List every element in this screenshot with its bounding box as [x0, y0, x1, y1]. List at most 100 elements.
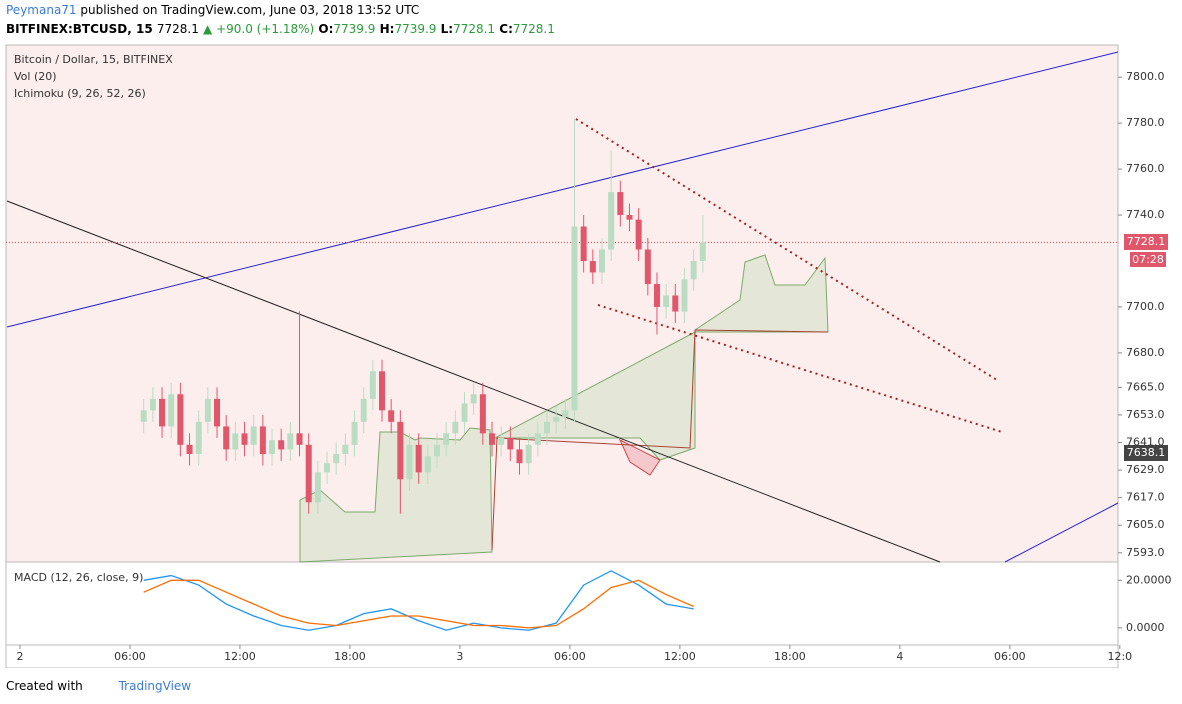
candle-body — [278, 440, 285, 450]
candle-body — [653, 283, 660, 307]
y-tick-label: 7605.0 — [1126, 518, 1165, 531]
time-axis — [5, 644, 1119, 668]
candle-body — [259, 426, 266, 455]
candle-body — [699, 242, 706, 261]
candle-body — [681, 279, 688, 312]
author[interactable]: Peymana71 — [6, 3, 77, 17]
candle-body — [406, 444, 413, 480]
candle-body — [241, 433, 248, 445]
trend-line — [6, 200, 941, 563]
candle-body — [333, 454, 340, 464]
c: 7728.1 — [512, 22, 555, 36]
l-label: L: — [440, 22, 454, 36]
candle-body — [342, 444, 349, 455]
y-tick-label: 7665.0 — [1126, 380, 1165, 393]
l: 7728.1 — [453, 22, 496, 36]
candle-body — [159, 398, 166, 427]
candle-body — [507, 437, 514, 450]
change: ▲ +90.0 (+1.18%) — [203, 22, 315, 36]
published: published on TradingView.com, June 03, 2… — [80, 3, 420, 17]
candle-body — [598, 249, 605, 273]
publish-line: Peymana71 published on TradingView.com, … — [6, 3, 419, 17]
symbol: BITFINEX:BTCUSD, 15 — [6, 22, 153, 36]
candle-body — [388, 410, 395, 422]
candle-body — [305, 444, 312, 503]
kijun-line — [491, 329, 829, 551]
candle-body — [562, 410, 569, 418]
ichimoku-cloud-bear — [618, 438, 661, 476]
candle-body — [186, 444, 193, 455]
h-label: H: — [379, 22, 395, 36]
ichimoku-cloud — [299, 427, 493, 563]
x-tick-label: 18:00 — [774, 650, 806, 663]
x-tick-label: 06:00 — [114, 650, 146, 663]
candle-body — [379, 371, 386, 411]
trend-line — [6, 51, 1119, 328]
candle-body — [324, 463, 331, 473]
candle-body — [443, 433, 450, 445]
candle-body — [635, 219, 642, 250]
candle-body — [149, 398, 156, 411]
candle-body — [644, 249, 651, 284]
c-label: C: — [499, 22, 513, 36]
candle-body — [314, 472, 321, 503]
y-tick-label: 20.0000 — [1126, 573, 1172, 586]
candle-body — [195, 421, 202, 455]
candle-body — [351, 421, 358, 445]
y-tick-label: 7593.0 — [1126, 546, 1165, 559]
candle-body — [415, 444, 422, 473]
countdown-box — [1130, 252, 1166, 267]
y-tick-label: 7617.0 — [1126, 491, 1165, 504]
macd-line — [143, 579, 694, 629]
candle-body — [516, 449, 523, 464]
candle-body — [626, 215, 633, 220]
candle-body — [360, 398, 367, 422]
candle-body — [204, 398, 211, 422]
x-tick-label: 12:00 — [224, 650, 256, 663]
candle-body — [232, 433, 239, 450]
x-tick-label: 06:00 — [554, 650, 586, 663]
candle-body — [589, 260, 596, 273]
x-tick-label: 06:00 — [994, 650, 1026, 663]
h: 7739.9 — [394, 22, 437, 36]
candle-body — [553, 417, 560, 422]
chart: Bitcoin / Dollar, 15, BITFINEX Vol (20) … — [5, 44, 1172, 668]
candle-body — [287, 433, 294, 450]
candle-body — [489, 433, 496, 445]
brand[interactable]: TradingView — [118, 679, 192, 693]
candle-body — [608, 192, 615, 250]
candle-body — [369, 371, 376, 399]
y-tick-label: 7629.0 — [1126, 463, 1165, 476]
y-tick-label: 7760.0 — [1126, 162, 1165, 175]
candle-body — [663, 295, 670, 307]
macd-line — [143, 570, 694, 631]
candle-body — [168, 394, 175, 427]
created: Created with — [6, 679, 83, 693]
legend-vol: Vol (20) — [14, 70, 57, 83]
cloud-price-label: 7638.1 — [1127, 446, 1166, 459]
candle-body — [452, 421, 459, 434]
candle-body — [571, 226, 578, 411]
legend-ichimoku: Ichimoku (9, 26, 52, 26) — [14, 87, 146, 100]
candle-body — [580, 226, 587, 261]
x-tick-label: 4 — [896, 650, 903, 663]
x-tick-label: 12:00 — [664, 650, 696, 663]
o-label: O: — [318, 22, 334, 36]
candle-body — [140, 410, 147, 422]
candle-body — [296, 433, 303, 445]
channel-line — [597, 304, 1003, 433]
countdown: 07:28 — [1132, 253, 1164, 266]
x-tick-label: 18:00 — [334, 650, 366, 663]
candle-body — [397, 421, 404, 480]
trend-line — [1004, 502, 1119, 563]
channel-line — [575, 118, 998, 381]
candle-body — [479, 394, 486, 434]
y-tick-label: 7800.0 — [1126, 70, 1165, 83]
candle-body — [534, 433, 541, 445]
y-tick-label: 7740.0 — [1126, 208, 1165, 221]
candle-body — [434, 444, 441, 457]
candle-body — [214, 398, 221, 427]
candle-body — [250, 426, 257, 445]
candle-body — [525, 444, 532, 464]
